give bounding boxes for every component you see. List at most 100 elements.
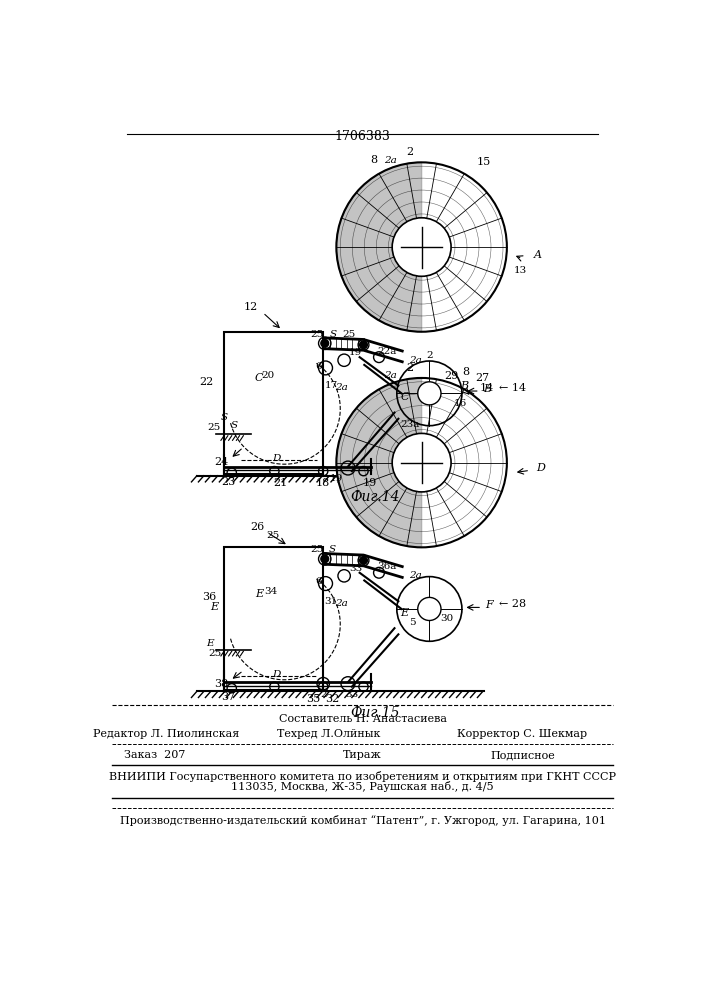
Circle shape xyxy=(397,577,462,641)
Text: 5: 5 xyxy=(409,618,416,627)
Polygon shape xyxy=(337,378,421,547)
Text: 25: 25 xyxy=(207,424,221,432)
Text: A: A xyxy=(534,250,542,260)
Text: Корректор С. Шекмар: Корректор С. Шекмар xyxy=(457,729,588,739)
Text: E: E xyxy=(255,589,263,599)
Text: 22: 22 xyxy=(199,377,214,387)
Text: 15: 15 xyxy=(477,157,491,167)
Text: Редактор Л. Пиолинская: Редактор Л. Пиолинская xyxy=(93,729,239,739)
Text: Подписное: Подписное xyxy=(490,750,555,760)
Text: 17: 17 xyxy=(325,381,337,390)
Text: 12: 12 xyxy=(244,302,258,312)
Text: Фиг.14: Фиг.14 xyxy=(351,490,400,504)
Circle shape xyxy=(360,341,368,349)
Text: S: S xyxy=(230,421,238,430)
Text: 6: 6 xyxy=(315,362,322,371)
Text: B: B xyxy=(484,384,492,394)
Text: 2a: 2a xyxy=(409,571,422,580)
Text: 36: 36 xyxy=(202,592,216,602)
Text: 25: 25 xyxy=(267,531,279,540)
Text: 25: 25 xyxy=(342,330,356,339)
Text: F: F xyxy=(485,600,493,610)
Circle shape xyxy=(418,597,441,620)
Text: S: S xyxy=(329,330,337,339)
Text: 37: 37 xyxy=(221,692,235,702)
Circle shape xyxy=(397,361,462,426)
Text: 16: 16 xyxy=(454,399,467,408)
Text: 2: 2 xyxy=(407,147,414,157)
Text: 18: 18 xyxy=(316,478,330,488)
Text: 19: 19 xyxy=(349,348,363,357)
Text: 35: 35 xyxy=(306,694,320,704)
Circle shape xyxy=(321,339,329,347)
Text: D: D xyxy=(537,463,545,473)
Text: ← 14: ← 14 xyxy=(499,383,526,393)
Text: 2: 2 xyxy=(320,690,327,699)
Text: Заказ  207: Заказ 207 xyxy=(124,750,185,760)
Text: 8: 8 xyxy=(370,155,377,165)
Text: 38: 38 xyxy=(214,679,229,689)
Text: Производственно-издательский комбинат “Патент”, г. Ужгород, ул. Гагарина, 101: Производственно-издательский комбинат “П… xyxy=(119,815,606,826)
Text: C: C xyxy=(400,392,409,402)
Text: 19: 19 xyxy=(329,474,343,483)
Text: 23a: 23a xyxy=(400,420,420,429)
Text: 27: 27 xyxy=(475,373,489,383)
Text: 25: 25 xyxy=(310,545,324,554)
Text: 2a: 2a xyxy=(384,371,397,380)
Text: ВНИИПИ Госупарственного комитета по изобретениям и открытиям при ГКНТ СССР: ВНИИПИ Госупарственного комитета по изоб… xyxy=(109,771,617,782)
Circle shape xyxy=(321,555,329,563)
Circle shape xyxy=(392,433,451,492)
Text: 1706383: 1706383 xyxy=(335,130,391,143)
Text: C: C xyxy=(255,373,263,383)
Text: 36a: 36a xyxy=(377,562,397,571)
Text: 2a: 2a xyxy=(409,356,422,365)
Text: 29: 29 xyxy=(444,371,458,381)
Circle shape xyxy=(392,218,451,276)
Text: 20: 20 xyxy=(262,371,275,380)
Text: ← 28: ← 28 xyxy=(499,599,526,609)
Bar xyxy=(224,547,323,690)
Text: 2: 2 xyxy=(426,351,433,360)
Text: 2: 2 xyxy=(407,363,414,373)
Text: 21: 21 xyxy=(274,478,288,488)
Text: 2a: 2a xyxy=(384,156,397,165)
Text: 30: 30 xyxy=(440,614,453,623)
Circle shape xyxy=(418,382,441,405)
Circle shape xyxy=(337,162,507,332)
Text: S: S xyxy=(221,413,228,422)
Text: 13: 13 xyxy=(514,266,527,275)
Text: 24: 24 xyxy=(214,457,229,467)
Text: S: S xyxy=(329,545,336,554)
Text: 23: 23 xyxy=(221,477,235,487)
Text: E: E xyxy=(206,639,214,648)
Text: Составитель Н. Анастасиева: Составитель Н. Анастасиева xyxy=(279,714,447,724)
Text: 6: 6 xyxy=(315,578,322,586)
Text: 25: 25 xyxy=(208,649,221,658)
Text: 113035, Москва, Ж-35, Раушская наб., д. 4/5: 113035, Москва, Ж-35, Раушская наб., д. … xyxy=(231,781,494,792)
Bar xyxy=(224,332,323,474)
Text: E: E xyxy=(210,602,218,612)
Text: 32: 32 xyxy=(325,694,339,704)
Text: D: D xyxy=(272,670,281,679)
Text: 19: 19 xyxy=(363,478,377,488)
Text: 34: 34 xyxy=(264,587,277,596)
Text: D: D xyxy=(272,454,281,463)
Text: 33: 33 xyxy=(349,564,363,573)
Text: 25: 25 xyxy=(310,330,324,339)
Circle shape xyxy=(360,557,368,564)
Text: 2a: 2a xyxy=(335,383,348,392)
Circle shape xyxy=(337,378,507,547)
Text: 33: 33 xyxy=(345,690,358,699)
Polygon shape xyxy=(337,162,421,332)
Text: 8: 8 xyxy=(462,367,469,377)
Text: Техред Л.Олйнык: Техред Л.Олйнык xyxy=(277,729,380,739)
Text: Тираж: Тираж xyxy=(344,750,382,760)
Text: Фиг.15: Фиг.15 xyxy=(351,706,400,720)
Text: 31: 31 xyxy=(325,597,337,606)
Text: E: E xyxy=(400,608,409,618)
Text: 26: 26 xyxy=(250,522,264,532)
Text: 22a: 22a xyxy=(377,347,397,356)
Text: B: B xyxy=(460,381,469,391)
Text: 14: 14 xyxy=(480,383,494,393)
Text: 2a: 2a xyxy=(335,599,348,608)
